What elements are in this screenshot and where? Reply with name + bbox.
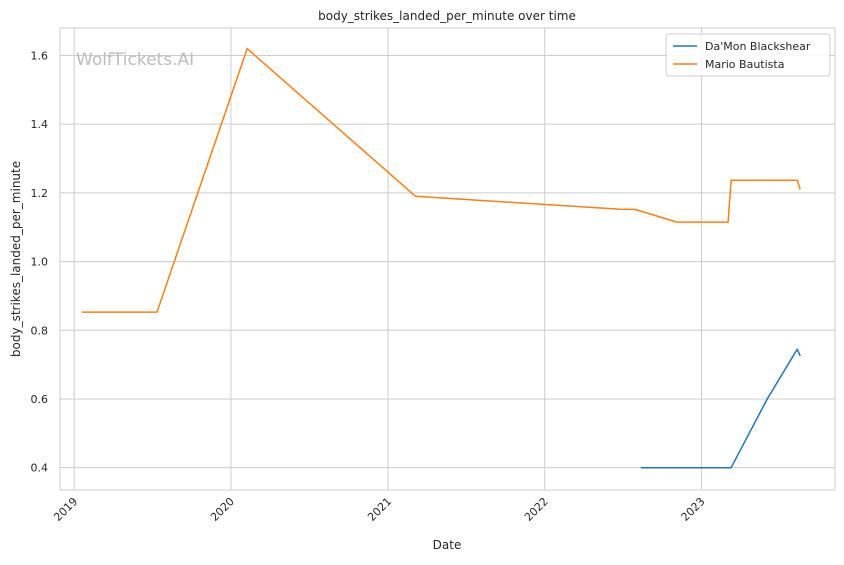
- x-axis-label: Date: [433, 538, 462, 552]
- y-tick-label: 0.6: [31, 393, 49, 406]
- x-tick-label: 2019: [51, 495, 80, 524]
- y-tick-labels: 0.4 0.6 0.8 1.0 1.2 1.4 1.6: [31, 49, 49, 474]
- y-tick-label: 0.4: [31, 462, 49, 475]
- y-tick-label: 1.2: [31, 187, 49, 200]
- x-tick-label: 2022: [522, 495, 551, 524]
- legend-box: [665, 33, 831, 77]
- chart-title: body_strikes_landed_per_minute over time: [318, 9, 576, 23]
- legend-label-mario-bautista: Mario Bautista: [705, 58, 784, 71]
- legend-label-damon-blackshear: Da'Mon Blackshear: [705, 40, 811, 53]
- y-tick-label: 1.0: [31, 256, 49, 269]
- y-tick-label: 1.4: [31, 118, 49, 131]
- series-line-da-mon-blackshear: [640, 348, 801, 469]
- grid: [60, 28, 835, 490]
- series-lines: [81, 47, 801, 469]
- x-tick-label: 2021: [365, 495, 394, 524]
- y-axis-label: body_strikes_landed_per_minute: [9, 161, 23, 357]
- legend: Da'Mon Blackshear Mario Bautista: [665, 33, 831, 77]
- plot-area-frame: [59, 27, 836, 491]
- y-tick-label: 1.6: [31, 49, 49, 62]
- x-tick-label: 2023: [679, 495, 708, 524]
- x-tick-label: 2020: [208, 495, 237, 524]
- watermark-text: WolfTickets.AI: [76, 50, 194, 70]
- y-tick-label: 0.8: [31, 324, 49, 337]
- series-line-mario-bautista: [81, 47, 801, 313]
- x-tick-labels: 2019 2020 2021 2022 2023: [51, 495, 707, 524]
